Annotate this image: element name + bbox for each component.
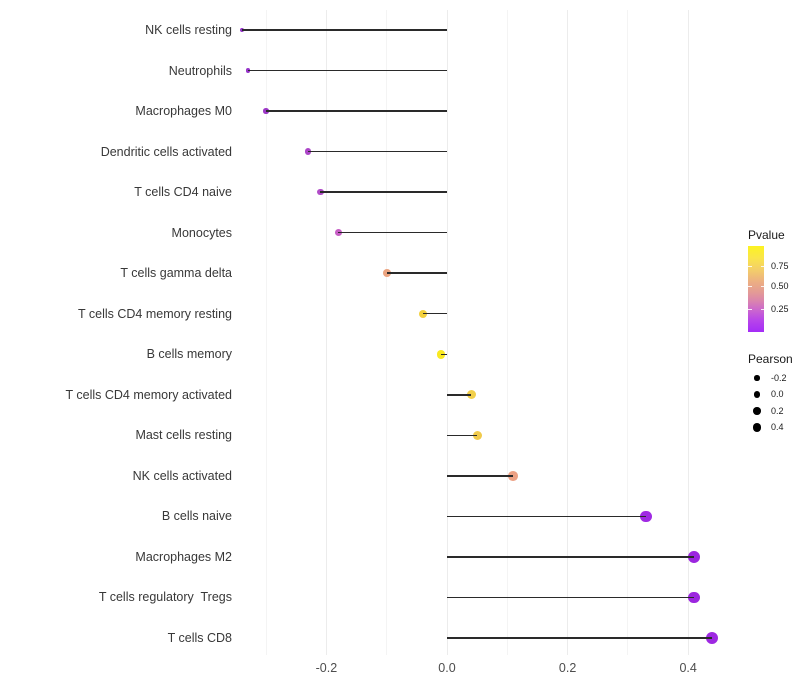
gridline-minor	[386, 10, 388, 655]
lollipop-line	[338, 231, 447, 234]
y-axis-label: B cells memory	[146, 347, 232, 362]
y-axis-label: Dendritic cells activated	[100, 144, 232, 159]
lollipop-line	[440, 353, 447, 355]
y-axis-label: T cells CD8	[167, 630, 232, 645]
y-axis-label: T cells CD4 memory resting	[78, 306, 232, 321]
pvalue-tick-label: 0.50	[771, 281, 789, 291]
lollipop-line	[241, 29, 447, 31]
lollipop-line	[447, 434, 478, 437]
lollipop-dot	[640, 510, 652, 523]
pvalue-tick-mark	[748, 308, 752, 310]
pearson-size-dot	[754, 375, 760, 381]
pearson-size-label: 0.4	[771, 422, 784, 432]
y-axis-label: T cells CD4 memory activated	[65, 387, 233, 402]
pearson-size-dot	[753, 391, 761, 398]
gridline-major	[325, 10, 327, 655]
lollipop-line	[447, 475, 514, 477]
x-tick-label: 0.4	[679, 661, 697, 675]
lollipop-dot	[382, 269, 391, 278]
pvalue-tick-mark	[748, 286, 752, 287]
y-axis-label: Macrophages M0	[135, 104, 232, 119]
y-axis-label: NK cells activated	[132, 468, 232, 483]
pvalue-tick-mark	[760, 286, 764, 287]
y-axis-label: Macrophages M2	[135, 549, 232, 564]
lollipop-line	[266, 110, 447, 112]
y-axis-label: Mast cells resting	[135, 428, 232, 443]
gridline-major	[687, 10, 689, 655]
pvalue-tick-mark	[748, 265, 752, 267]
lollipop-line	[447, 596, 695, 599]
pearson-size-label: 0.2	[771, 405, 784, 416]
pvalue-legend-title: Pvalue	[748, 228, 785, 242]
x-tick-label: -0.2	[315, 661, 338, 675]
lollipop-dot	[466, 390, 476, 400]
pearson-size-dot	[753, 407, 761, 415]
lollipop-line	[422, 312, 447, 315]
y-axis-label: NK cells resting	[145, 23, 232, 37]
y-axis-label: Monocytes	[171, 225, 232, 240]
pearson-size-label: -0.2	[771, 372, 787, 383]
gridline-minor	[627, 10, 629, 655]
pearson-size-dot	[752, 423, 762, 432]
pvalue-tick-label: 0.25	[771, 303, 789, 314]
pvalue-gradient-bar	[748, 246, 764, 332]
gridline-minor	[265, 10, 267, 655]
y-axis-label: Neutrophils	[168, 63, 232, 78]
lollipop-line	[447, 637, 713, 639]
lollipop-line	[386, 272, 447, 274]
lollipop-line	[308, 150, 447, 153]
lollipop-line	[447, 515, 646, 518]
lollipop-line	[320, 191, 447, 193]
pvalue-tick-label: 0.75	[771, 260, 789, 271]
lollipop-dot	[418, 309, 428, 318]
lollipop-dot	[335, 229, 342, 237]
lollipop-dot	[239, 27, 245, 33]
lollipop-dot	[706, 631, 719, 645]
gridline-major	[567, 10, 569, 655]
pvalue-tick-mark	[760, 308, 764, 310]
pearson-legend-title: Pearson	[748, 352, 793, 366]
lollipop-line	[447, 394, 472, 396]
gridline-minor	[506, 10, 508, 655]
lollipop-dot	[472, 430, 482, 440]
y-axis-label: T cells regulatory Tregs	[98, 590, 232, 605]
pearson-size-label: 0.0	[771, 389, 784, 399]
lollipop-line	[447, 556, 695, 558]
gridline-major	[446, 10, 448, 655]
x-tick-label: 0.2	[558, 661, 577, 675]
lollipop-line	[248, 69, 447, 72]
y-axis-label: T cells gamma delta	[120, 266, 232, 281]
y-axis-label: B cells naive	[161, 509, 232, 524]
x-tick-label: 0.0	[438, 661, 456, 675]
pvalue-tick-mark	[760, 265, 764, 267]
y-axis-label: T cells CD4 naive	[134, 185, 232, 200]
